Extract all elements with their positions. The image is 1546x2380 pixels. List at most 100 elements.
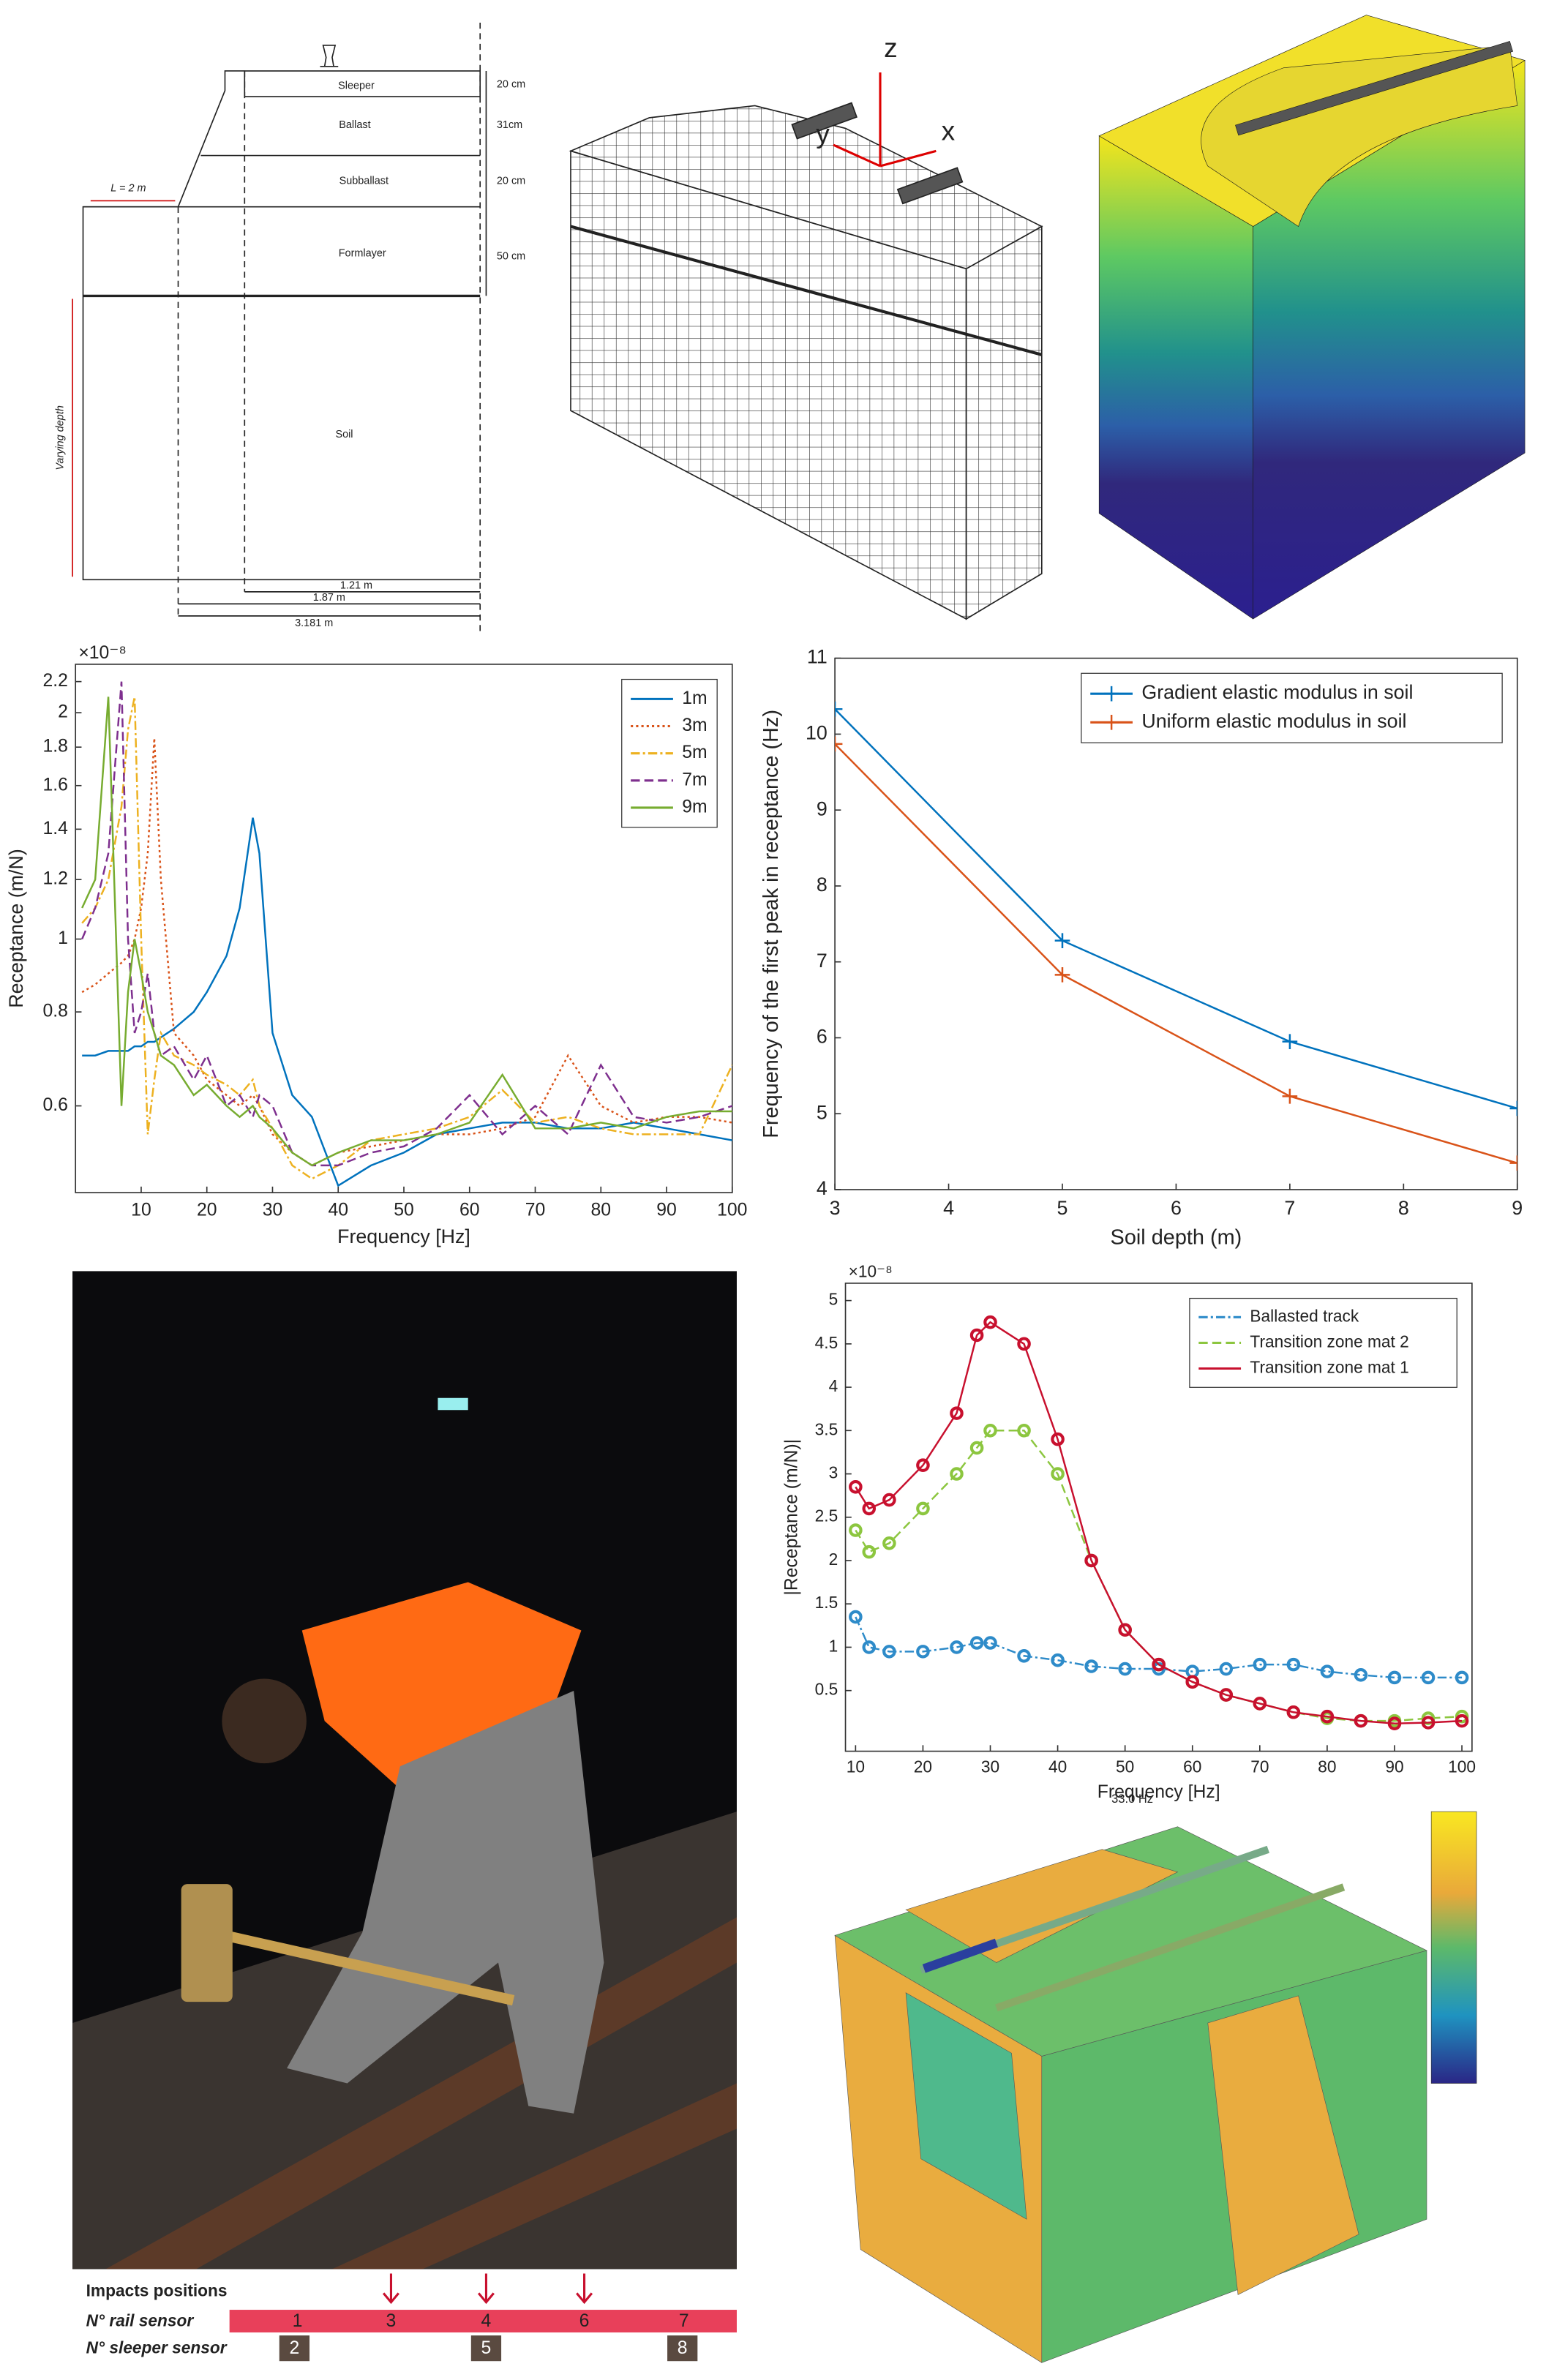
thickness-label: 20 cm bbox=[497, 78, 525, 90]
marker bbox=[882, 1493, 896, 1507]
legend-marker bbox=[1103, 686, 1119, 702]
x-tick-label: 10 bbox=[131, 1200, 151, 1220]
thickness-label: 20 cm bbox=[497, 175, 525, 187]
y-tick-label: 0.5 bbox=[815, 1680, 838, 1699]
x-tick-label: 70 bbox=[1250, 1757, 1269, 1776]
marker bbox=[1455, 1670, 1469, 1685]
marker bbox=[1185, 1675, 1200, 1689]
rail bbox=[995, 1883, 1346, 2012]
legend: Ballasted track Transition zone mat 2 Tran… bbox=[1189, 1297, 1457, 1388]
plot-area bbox=[835, 701, 1517, 1171]
marker bbox=[882, 1645, 896, 1659]
marker bbox=[1282, 1089, 1298, 1104]
y-tick-label: 3 bbox=[829, 1463, 838, 1482]
rail-bar bbox=[229, 2310, 737, 2333]
marker bbox=[983, 1636, 997, 1650]
y-tick-label: 2 bbox=[829, 1550, 838, 1569]
x-tick-label: 90 bbox=[1385, 1757, 1403, 1776]
x-axis-label: Frequency [Hz] bbox=[1097, 1782, 1220, 1802]
x-tick-label: 100 bbox=[717, 1200, 747, 1220]
rail-sensor: 4 bbox=[481, 2311, 492, 2331]
y-tick-label: 4.5 bbox=[815, 1333, 838, 1352]
y-tick-label: 8 bbox=[817, 874, 828, 896]
x-tick-label: 70 bbox=[525, 1200, 546, 1220]
rail-label: N° rail sensor bbox=[86, 2311, 195, 2330]
rail-sensor: 3 bbox=[386, 2311, 397, 2331]
legend-marker bbox=[1103, 715, 1119, 730]
chart: 10 20 30 40 50 60 70 80 90 100 0.6 0.8 1 1.2 1.4 1.6 1.8… bbox=[5, 643, 747, 1247]
x-tick-label: 80 bbox=[1318, 1757, 1336, 1776]
impacts-title: Impacts positions bbox=[86, 2280, 228, 2300]
layered-model bbox=[1098, 15, 1526, 620]
y-axis-label: Receptance (m/N) bbox=[5, 849, 27, 1008]
marker bbox=[1017, 1648, 1031, 1663]
y-tick-label: 1 bbox=[829, 1636, 838, 1655]
y-tick-label: 4 bbox=[817, 1177, 828, 1199]
outline bbox=[82, 70, 481, 581]
x-tick-label: 4 bbox=[943, 1197, 954, 1219]
y-tick-label: 1 bbox=[58, 928, 68, 948]
series-line bbox=[81, 697, 732, 1180]
series-line bbox=[82, 817, 732, 1187]
marker bbox=[1320, 1709, 1335, 1724]
y-tick-label: 1.4 bbox=[42, 819, 68, 838]
impacts-legend: Impacts positions N° rail sensor N° slee… bbox=[86, 2273, 737, 2362]
series-line bbox=[835, 708, 1517, 1110]
legend-label: 1m bbox=[682, 688, 707, 708]
marker bbox=[983, 1315, 997, 1329]
marker bbox=[1421, 1670, 1436, 1685]
legend-label: Uniform elastic modulus in soil bbox=[1141, 710, 1406, 732]
x-tick-label: 20 bbox=[197, 1200, 217, 1220]
marker bbox=[1253, 1657, 1267, 1672]
y-tick-label: 1.6 bbox=[42, 775, 67, 795]
cross-section: Sleeper Ballast Subballast Formlayer Soi… bbox=[54, 22, 525, 634]
sleeper-box bbox=[279, 2335, 310, 2362]
y-tick-label: 0.6 bbox=[42, 1095, 67, 1115]
mesh-interface bbox=[570, 225, 1043, 356]
layer-label: Sleeper bbox=[338, 80, 375, 91]
marker bbox=[969, 1441, 984, 1455]
rail bbox=[791, 102, 858, 140]
marker bbox=[1320, 1664, 1335, 1678]
x-tick-label: 10 bbox=[847, 1757, 865, 1776]
y-tick-label: 4 bbox=[829, 1376, 838, 1395]
axis-label: y bbox=[816, 119, 830, 149]
sleeper-sensor: 8 bbox=[678, 2338, 688, 2358]
marker bbox=[916, 1645, 930, 1659]
marker bbox=[1219, 1688, 1234, 1702]
x-tick-label: 100 bbox=[1448, 1757, 1476, 1776]
x-tick-label: 90 bbox=[656, 1200, 677, 1220]
legend: 1m 3m 5m 7m 9m bbox=[621, 678, 718, 828]
colorbar bbox=[1430, 1811, 1477, 2084]
marker bbox=[862, 1640, 877, 1654]
x-tick-label: 80 bbox=[591, 1200, 612, 1220]
sleeper-box bbox=[470, 2335, 502, 2362]
marker bbox=[950, 1467, 964, 1481]
mesh-top bbox=[569, 105, 1043, 270]
x-tick-label: 20 bbox=[914, 1757, 932, 1776]
thickness-label: 50 cm bbox=[497, 251, 525, 263]
width-label: 1.21 m bbox=[340, 579, 372, 591]
rail-sensor: 7 bbox=[679, 2311, 689, 2331]
series-line bbox=[81, 681, 732, 1167]
marker bbox=[1421, 1716, 1436, 1730]
layer-label: Soil bbox=[335, 429, 353, 440]
axes bbox=[833, 72, 937, 168]
marker bbox=[1118, 1662, 1132, 1676]
y-tick-label: 10 bbox=[806, 721, 828, 743]
y-exponent: ×10⁻⁸ bbox=[849, 1261, 893, 1280]
legend-box bbox=[1081, 672, 1503, 743]
legend-label: Transition zone mat 2 bbox=[1250, 1332, 1408, 1351]
y-tick-label: 2.2 bbox=[42, 671, 67, 691]
x-tick-label: 3 bbox=[830, 1197, 841, 1219]
marker bbox=[1286, 1657, 1301, 1672]
marker bbox=[1253, 1697, 1267, 1711]
marker bbox=[1017, 1424, 1031, 1438]
photo bbox=[72, 1271, 737, 2270]
marker bbox=[1017, 1337, 1031, 1351]
layer-label: Subballast bbox=[339, 175, 389, 187]
marker bbox=[983, 1424, 997, 1438]
x-tick-label: 6 bbox=[1171, 1197, 1182, 1219]
mode-title: 33.0 Hz bbox=[1111, 1792, 1153, 1806]
